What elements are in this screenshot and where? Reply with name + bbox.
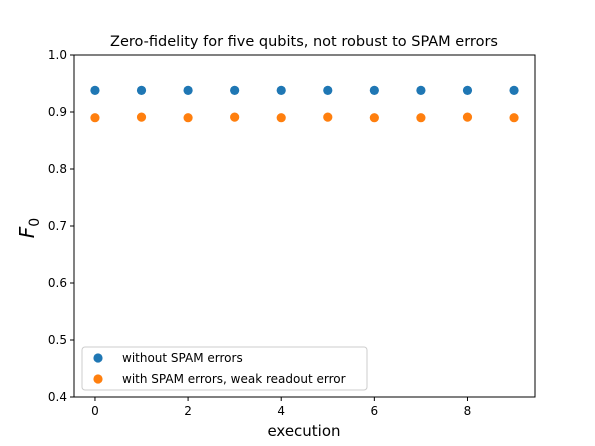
series-2-point: [183, 113, 193, 123]
y-tick-label: 0.8: [48, 162, 67, 176]
y-tick-label: 0.4: [48, 390, 67, 404]
y-axis-label-main: F: [15, 226, 39, 238]
legend: without SPAM errors with SPAM errors, wea…: [81, 346, 368, 391]
series-2-point: [230, 112, 240, 122]
axes-frame: [73, 54, 536, 398]
series-1-point: [416, 85, 426, 95]
x-tick-label: 0: [91, 404, 99, 418]
series-2-point: [462, 112, 473, 122]
y-axis-label: F0: [15, 218, 43, 238]
y-tick-label: 0.9: [48, 105, 67, 119]
series-2-point: [416, 113, 426, 123]
y-tick-label: 0.7: [48, 219, 67, 233]
y-axis-label-subscript: 0: [27, 218, 43, 227]
series-2-point: [323, 112, 333, 122]
series-1-point: [183, 85, 193, 95]
series-1-point: [230, 85, 240, 95]
x-tick-label: 4: [277, 404, 285, 418]
series-1-point: [509, 85, 519, 95]
x-tick-label: 2: [184, 404, 192, 418]
series-2-point: [509, 113, 519, 123]
legend-label: with SPAM errors, weak readout error: [122, 372, 346, 386]
x-axis-label: execution: [267, 422, 340, 440]
legend-marker: [93, 353, 103, 363]
series-2-point: [136, 112, 147, 122]
series-1-point: [136, 85, 147, 95]
series-2-point: [369, 113, 379, 123]
series-1-point: [323, 85, 333, 95]
plot-area: [90, 85, 519, 123]
series-2-point: [90, 113, 100, 123]
axes: 0 2 4 6 8 0.4 0.5 0.6 0.7 0.8 0.9 1.0: [48, 48, 536, 418]
legend-label: without SPAM errors: [122, 351, 243, 365]
x-tick-label: 8: [464, 404, 472, 418]
series-1-point: [369, 85, 379, 95]
legend-marker: [93, 374, 103, 384]
series-1-point: [90, 85, 100, 95]
y-tick-label: 0.5: [48, 333, 67, 347]
chart-title: Zero-fidelity for five qubits, not robus…: [110, 34, 498, 50]
legend-box: [81, 346, 368, 391]
x-tick-label: 6: [371, 404, 379, 418]
y-tick-label: 1.0: [48, 48, 67, 62]
series-2-point: [276, 113, 286, 123]
series-1-point: [462, 85, 473, 95]
y-tick-label: 0.6: [48, 276, 67, 290]
series-1-point: [276, 85, 286, 95]
